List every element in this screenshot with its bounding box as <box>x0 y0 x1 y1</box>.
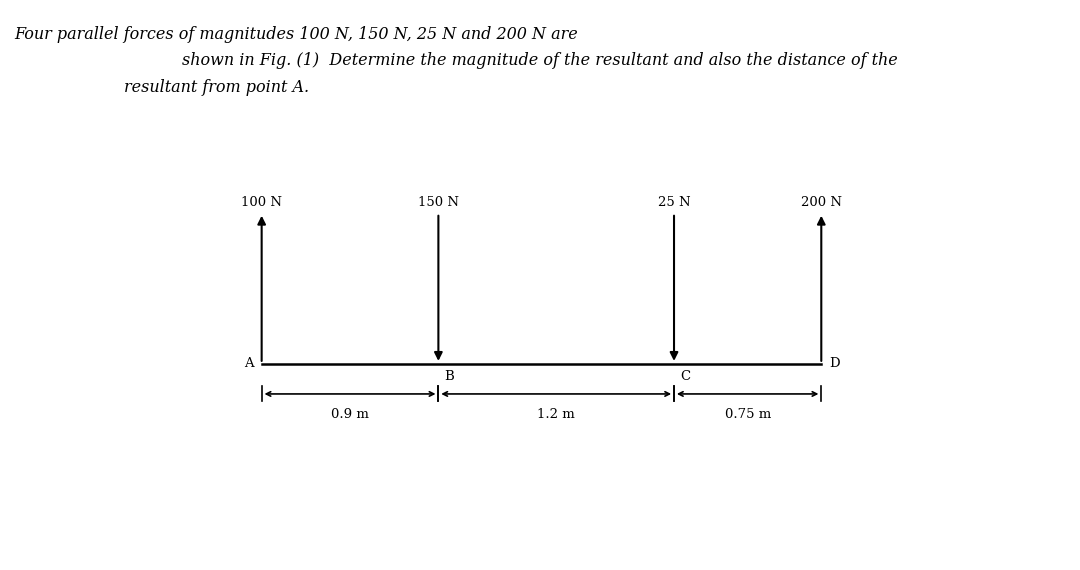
Text: 0.75 m: 0.75 m <box>725 408 771 421</box>
Text: shown in Fig. (1)  Determine the magnitude of the resultant and also the distanc: shown in Fig. (1) Determine the magnitud… <box>183 52 897 70</box>
Text: 100 N: 100 N <box>241 196 282 209</box>
Text: B: B <box>444 370 454 383</box>
Text: C: C <box>680 370 690 383</box>
Text: 1.2 m: 1.2 m <box>538 408 575 421</box>
Text: D: D <box>829 357 840 370</box>
Text: A: A <box>244 357 254 370</box>
Text: Four parallel forces of magnitudes 100 N, 150 N, 25 N and 200 N are: Four parallel forces of magnitudes 100 N… <box>14 26 578 43</box>
Text: resultant from point A.: resultant from point A. <box>124 79 309 96</box>
Text: 150 N: 150 N <box>418 196 459 209</box>
Text: 0.9 m: 0.9 m <box>332 408 369 421</box>
Text: 25 N: 25 N <box>658 196 690 209</box>
Text: 200 N: 200 N <box>800 196 841 209</box>
